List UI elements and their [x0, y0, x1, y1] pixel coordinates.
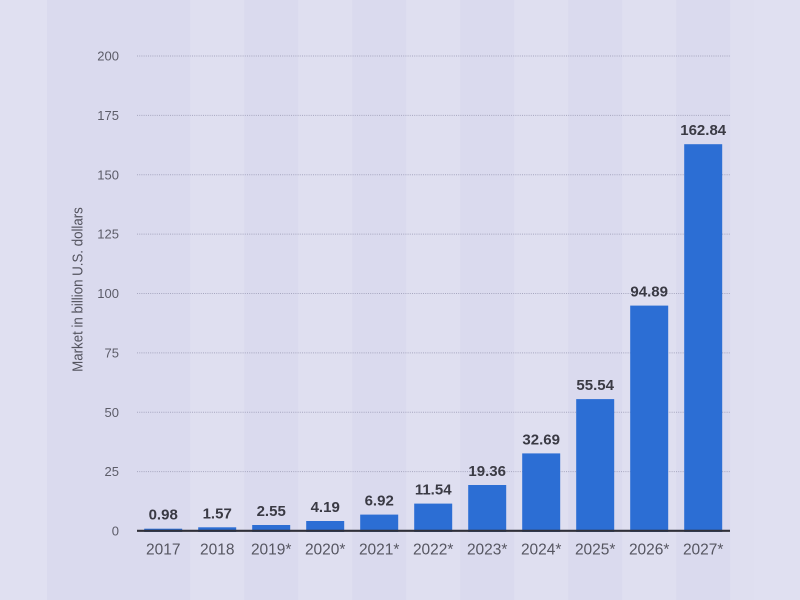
svg-text:75: 75: [105, 345, 119, 360]
svg-text:19.36: 19.36: [468, 463, 506, 480]
svg-text:2022*: 2022*: [413, 542, 454, 559]
svg-text:100: 100: [97, 286, 119, 301]
svg-text:0: 0: [112, 524, 119, 539]
svg-text:4.19: 4.19: [311, 499, 340, 516]
svg-text:55.54: 55.54: [576, 377, 614, 394]
svg-text:2020*: 2020*: [305, 542, 346, 559]
svg-text:50: 50: [105, 405, 119, 420]
svg-text:2023*: 2023*: [467, 542, 508, 559]
svg-text:175: 175: [97, 108, 119, 123]
svg-text:Market in billion U.S. dollars: Market in billion U.S. dollars: [70, 207, 87, 372]
svg-text:2021*: 2021*: [359, 542, 400, 559]
svg-text:2026*: 2026*: [629, 542, 670, 559]
svg-text:2017: 2017: [146, 542, 180, 559]
svg-text:2.55: 2.55: [257, 503, 286, 520]
svg-text:150: 150: [97, 167, 119, 182]
svg-text:32.69: 32.69: [522, 431, 560, 448]
svg-text:2024*: 2024*: [521, 542, 562, 559]
svg-text:2027*: 2027*: [683, 542, 724, 559]
svg-text:6.92: 6.92: [365, 493, 394, 510]
svg-text:125: 125: [97, 227, 119, 242]
svg-text:2018: 2018: [200, 542, 234, 559]
svg-text:200: 200: [97, 49, 119, 64]
svg-text:11.54: 11.54: [415, 482, 452, 499]
svg-text:1.57: 1.57: [203, 505, 232, 522]
svg-text:94.89: 94.89: [630, 284, 668, 301]
svg-text:0.98: 0.98: [149, 507, 178, 524]
svg-text:2025*: 2025*: [575, 542, 616, 559]
svg-text:162.84: 162.84: [680, 122, 727, 139]
svg-text:2019*: 2019*: [251, 542, 292, 559]
svg-text:25: 25: [105, 464, 119, 479]
